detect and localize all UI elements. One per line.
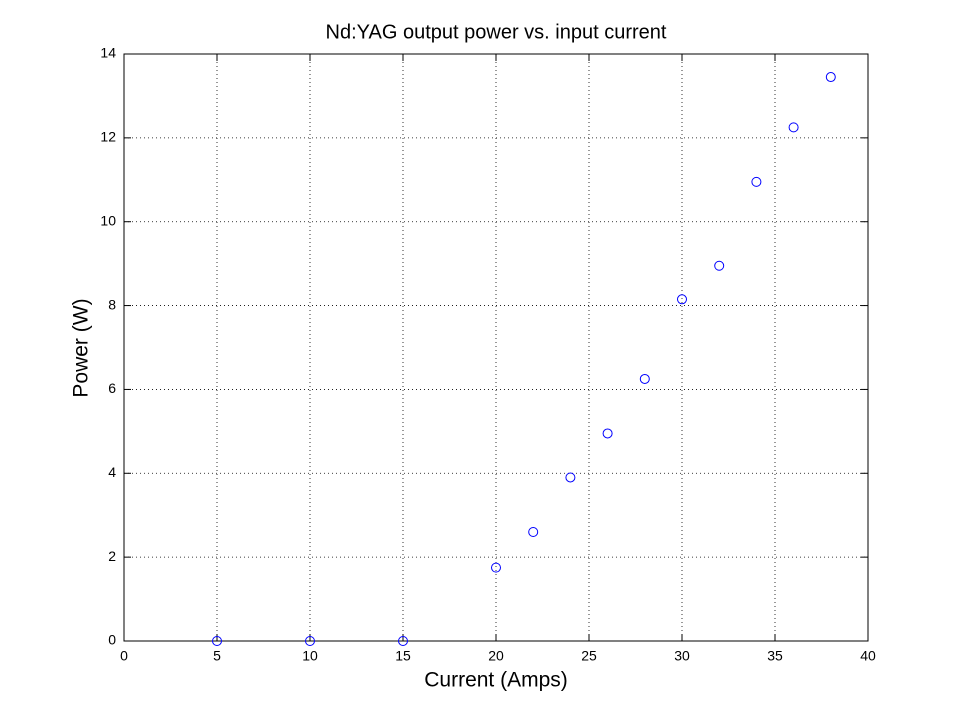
x-tick-label: 0 bbox=[120, 648, 128, 664]
point bbox=[751, 176, 762, 187]
x-tick-label: 25 bbox=[581, 648, 597, 664]
y-tick-label: 14 bbox=[100, 45, 116, 61]
point bbox=[788, 122, 799, 133]
point bbox=[565, 472, 576, 483]
y-tick-label: 0 bbox=[108, 632, 116, 648]
x-tick-label: 40 bbox=[860, 648, 876, 664]
point bbox=[639, 373, 650, 384]
y-tick-label: 4 bbox=[108, 464, 116, 480]
x-tick-label: 5 bbox=[213, 648, 221, 664]
point bbox=[677, 294, 687, 305]
y-axis-label: Power (W) bbox=[70, 298, 93, 397]
chart-title: Nd:YAG output power vs. input current bbox=[326, 21, 667, 43]
x-tick-label: 20 bbox=[488, 648, 504, 664]
point bbox=[398, 636, 408, 646]
x-tick-label: 30 bbox=[674, 648, 690, 664]
x-axis-label: Current (Amps) bbox=[424, 669, 568, 692]
point bbox=[491, 562, 501, 573]
y-tick-label: 8 bbox=[108, 296, 116, 312]
point bbox=[602, 428, 613, 439]
y-tick-label: 2 bbox=[108, 548, 116, 564]
y-tick-label: 10 bbox=[100, 212, 116, 228]
point bbox=[714, 260, 725, 271]
x-tick-label: 10 bbox=[302, 648, 318, 664]
point bbox=[305, 636, 315, 646]
y-tick-label: 12 bbox=[100, 129, 116, 145]
point bbox=[825, 72, 836, 83]
grid bbox=[123, 53, 869, 642]
point bbox=[528, 526, 539, 537]
point bbox=[212, 636, 222, 646]
y-tick-label: 6 bbox=[108, 380, 116, 396]
x-tick-label: 15 bbox=[395, 648, 411, 664]
x-tick-label: 35 bbox=[767, 648, 783, 664]
